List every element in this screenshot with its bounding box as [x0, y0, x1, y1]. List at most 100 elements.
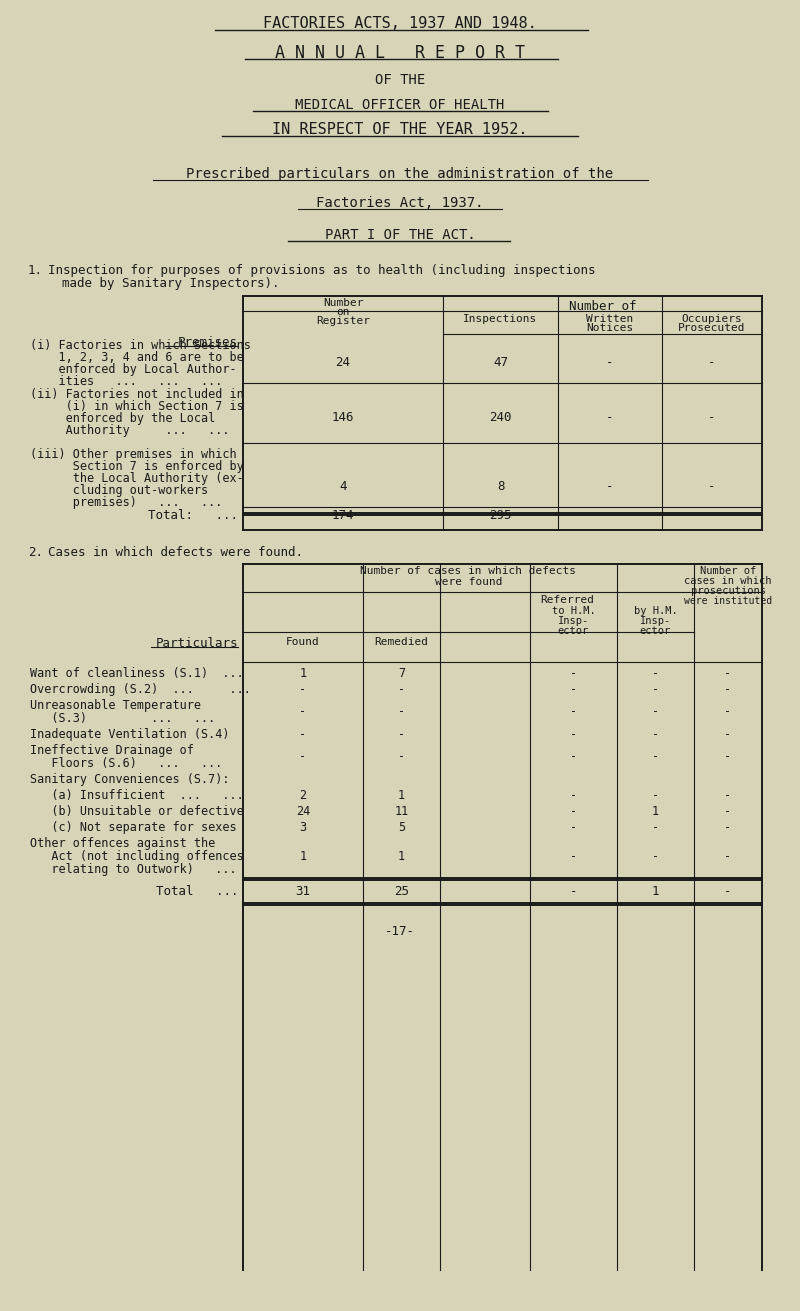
Text: 5: 5 [398, 821, 405, 834]
Text: Notices: Notices [586, 323, 634, 333]
Text: -: - [570, 789, 577, 802]
Text: Total   ...: Total ... [155, 885, 238, 898]
Text: -: - [708, 357, 716, 370]
Text: -: - [606, 357, 614, 370]
Text: -: - [708, 509, 716, 522]
Text: cases in which: cases in which [684, 576, 772, 586]
Text: -: - [570, 805, 577, 818]
Text: Cases in which defects were found.: Cases in which defects were found. [48, 545, 303, 558]
Text: Want of cleanliness (S.1)  ...: Want of cleanliness (S.1) ... [30, 667, 244, 680]
Text: -: - [725, 728, 731, 741]
Text: on: on [336, 307, 350, 317]
Text: Inspections: Inspections [463, 315, 538, 324]
Text: 3: 3 [299, 821, 306, 834]
Text: (c) Not separate for sexes: (c) Not separate for sexes [30, 821, 237, 834]
Text: 1: 1 [299, 850, 306, 863]
Text: (b) Unsuitable or defective: (b) Unsuitable or defective [30, 805, 244, 818]
Text: -: - [725, 805, 731, 818]
Text: Remedied: Remedied [374, 637, 429, 648]
Text: ities   ...   ...   ...: ities ... ... ... [30, 375, 222, 388]
Text: made by Sanitary Inspectors).: made by Sanitary Inspectors). [62, 277, 279, 290]
Text: -: - [725, 667, 731, 680]
Text: -: - [398, 728, 405, 741]
Text: (i) in which Section 7 is: (i) in which Section 7 is [30, 400, 244, 413]
Text: the Local Authority (ex-: the Local Authority (ex- [30, 472, 244, 485]
Text: -: - [708, 480, 716, 493]
Text: -: - [570, 705, 577, 718]
Text: Act (not including offences: Act (not including offences [30, 850, 244, 863]
Text: Prosecuted: Prosecuted [678, 323, 746, 333]
Text: -: - [570, 821, 577, 834]
Text: Particulars: Particulars [155, 637, 238, 650]
Text: (ii) Factories not included in: (ii) Factories not included in [30, 388, 244, 401]
Text: (iii) Other premises in which: (iii) Other premises in which [30, 448, 237, 461]
Text: enforced by Local Author-: enforced by Local Author- [30, 363, 237, 376]
Text: (a) Insufficient  ...   ...: (a) Insufficient ... ... [30, 789, 244, 802]
Text: -: - [708, 412, 716, 423]
Text: -: - [652, 728, 659, 741]
Text: -: - [725, 821, 731, 834]
Text: 2: 2 [299, 789, 306, 802]
Text: (S.3)         ...   ...: (S.3) ... ... [30, 712, 215, 725]
Text: ector: ector [640, 625, 671, 636]
Text: enforced by the Local: enforced by the Local [30, 412, 215, 425]
Text: -: - [299, 728, 306, 741]
Text: Other offences against the: Other offences against the [30, 836, 215, 850]
Text: FACTORIES ACTS, 1937 AND 1948.: FACTORIES ACTS, 1937 AND 1948. [263, 16, 537, 31]
Text: A N N U A L   R E P O R T: A N N U A L R E P O R T [275, 45, 525, 62]
Text: Total:   ...: Total: ... [148, 509, 238, 522]
Text: (i) Factories in which Sections: (i) Factories in which Sections [30, 340, 251, 351]
Text: Unreasonable Temperature: Unreasonable Temperature [30, 699, 201, 712]
Text: Sanitary Conveniences (S.7):: Sanitary Conveniences (S.7): [30, 773, 230, 787]
Text: Ineffective Drainage of: Ineffective Drainage of [30, 745, 194, 756]
Text: Section 7 is enforced by: Section 7 is enforced by [30, 460, 244, 473]
Text: ector: ector [558, 625, 589, 636]
Text: IN RESPECT OF THE YEAR 1952.: IN RESPECT OF THE YEAR 1952. [272, 122, 528, 138]
Text: Found: Found [286, 637, 320, 648]
Text: 1: 1 [652, 805, 659, 818]
Text: -: - [652, 683, 659, 696]
Text: -: - [652, 789, 659, 802]
Text: -: - [299, 705, 306, 718]
Text: to H.M.: to H.M. [552, 606, 595, 616]
Text: Overcrowding (S.2)  ...     ...: Overcrowding (S.2) ... ... [30, 683, 251, 696]
Text: -: - [724, 885, 732, 898]
Text: 24: 24 [296, 805, 310, 818]
Text: -: - [652, 705, 659, 718]
Text: -: - [652, 821, 659, 834]
Text: 1.: 1. [28, 264, 43, 277]
Text: 8: 8 [497, 480, 504, 493]
Text: -: - [398, 705, 405, 718]
Text: -: - [725, 705, 731, 718]
Text: -: - [299, 683, 306, 696]
Text: -: - [606, 412, 614, 423]
Text: Prescribed particulars on the administration of the: Prescribed particulars on the administra… [186, 166, 614, 181]
Text: 1: 1 [652, 885, 659, 898]
Text: Premises: Premises [178, 336, 238, 349]
Text: were found: were found [434, 577, 502, 587]
Text: -: - [299, 750, 306, 763]
Text: Register: Register [316, 316, 370, 326]
Text: Referred: Referred [540, 595, 594, 604]
Text: 24: 24 [335, 357, 350, 370]
Text: Inadequate Ventilation (S.4): Inadequate Ventilation (S.4) [30, 728, 230, 741]
Text: Number of: Number of [700, 566, 756, 576]
Text: Floors (S.6)   ...   ...: Floors (S.6) ... ... [30, 756, 222, 770]
Text: 1: 1 [398, 850, 405, 863]
Text: -: - [606, 480, 614, 493]
Text: 240: 240 [490, 412, 512, 423]
Text: 2.: 2. [28, 545, 43, 558]
Text: Factories Act, 1937.: Factories Act, 1937. [316, 197, 484, 210]
Text: PART I OF THE ACT.: PART I OF THE ACT. [325, 228, 475, 243]
Text: 31: 31 [295, 885, 310, 898]
Text: -: - [398, 750, 405, 763]
Text: prosecutions: prosecutions [690, 586, 766, 597]
Text: MEDICAL OFFICER OF HEALTH: MEDICAL OFFICER OF HEALTH [295, 98, 505, 111]
Text: -: - [398, 683, 405, 696]
Text: -17-: -17- [385, 926, 415, 937]
Text: cluding out-workers: cluding out-workers [30, 484, 208, 497]
Text: 1: 1 [299, 667, 306, 680]
Text: Authority     ...   ...: Authority ... ... [30, 423, 230, 437]
Text: -: - [725, 789, 731, 802]
Text: Written: Written [586, 315, 634, 324]
